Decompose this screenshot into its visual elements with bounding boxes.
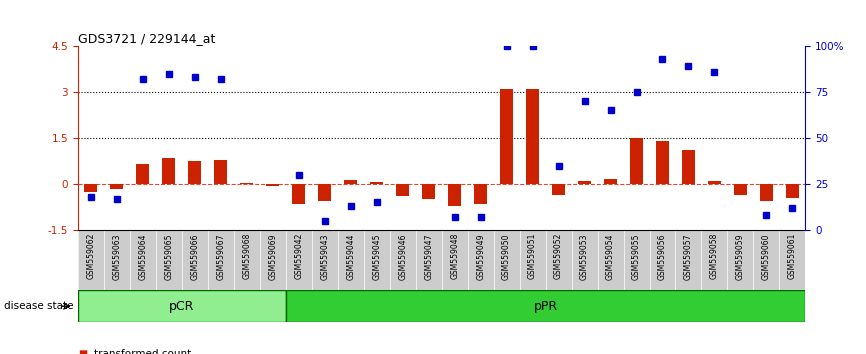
Bar — [240, 183, 253, 184]
Text: GSM559058: GSM559058 — [710, 233, 719, 280]
Text: GSM559048: GSM559048 — [450, 233, 459, 280]
Text: GSM559050: GSM559050 — [502, 233, 511, 280]
Text: GSM559049: GSM559049 — [476, 233, 485, 280]
Bar — [708, 181, 721, 184]
Bar — [604, 179, 617, 184]
Text: GSM559061: GSM559061 — [788, 233, 797, 280]
Bar — [760, 184, 772, 201]
Text: GSM559055: GSM559055 — [632, 233, 641, 280]
Text: GSM559066: GSM559066 — [191, 233, 199, 280]
Bar — [682, 150, 695, 184]
Bar — [475, 184, 487, 204]
Text: GSM559052: GSM559052 — [554, 233, 563, 280]
Bar — [501, 89, 513, 184]
Text: pCR: pCR — [169, 300, 195, 313]
Bar — [214, 160, 227, 184]
Bar — [84, 184, 97, 192]
Bar — [267, 184, 279, 185]
Bar — [553, 184, 565, 195]
Text: GSM559053: GSM559053 — [580, 233, 589, 280]
Bar — [786, 184, 798, 198]
Bar — [111, 184, 123, 189]
Text: GSM559051: GSM559051 — [528, 233, 537, 280]
Bar — [656, 141, 669, 184]
Text: GDS3721 / 229144_at: GDS3721 / 229144_at — [78, 32, 216, 45]
Text: GSM559042: GSM559042 — [294, 233, 303, 280]
Text: GSM559043: GSM559043 — [320, 233, 329, 280]
Text: GSM559047: GSM559047 — [424, 233, 433, 280]
Text: GSM559068: GSM559068 — [242, 233, 251, 280]
Text: GSM559064: GSM559064 — [139, 233, 147, 280]
Bar — [449, 184, 462, 206]
Bar — [286, 290, 805, 322]
Bar — [527, 89, 539, 184]
Bar — [734, 184, 746, 195]
Bar — [345, 181, 358, 184]
Bar — [292, 184, 305, 204]
Text: GSM559065: GSM559065 — [165, 233, 173, 280]
Text: disease state: disease state — [4, 301, 74, 311]
Bar — [630, 138, 643, 184]
Text: GSM559046: GSM559046 — [398, 233, 407, 280]
Text: GSM559054: GSM559054 — [606, 233, 615, 280]
Text: GSM559059: GSM559059 — [736, 233, 745, 280]
Text: GSM559069: GSM559069 — [268, 233, 277, 280]
Bar — [188, 161, 201, 184]
Bar — [396, 184, 409, 196]
Text: GSM559044: GSM559044 — [346, 233, 355, 280]
Text: GSM559062: GSM559062 — [87, 233, 95, 280]
Text: GSM559067: GSM559067 — [216, 233, 225, 280]
Bar — [78, 290, 286, 322]
Text: GSM559056: GSM559056 — [658, 233, 667, 280]
Text: GSM559057: GSM559057 — [684, 233, 693, 280]
Bar — [136, 164, 149, 184]
Text: GSM559045: GSM559045 — [372, 233, 381, 280]
Text: transformed count: transformed count — [94, 349, 191, 354]
Text: GSM559060: GSM559060 — [762, 233, 771, 280]
Bar — [423, 184, 436, 199]
Text: ■: ■ — [78, 349, 87, 354]
Bar — [371, 182, 384, 184]
Bar — [578, 181, 591, 184]
Bar — [163, 158, 175, 184]
Text: GSM559063: GSM559063 — [113, 233, 121, 280]
Bar — [319, 184, 331, 201]
Text: pPR: pPR — [533, 300, 558, 313]
